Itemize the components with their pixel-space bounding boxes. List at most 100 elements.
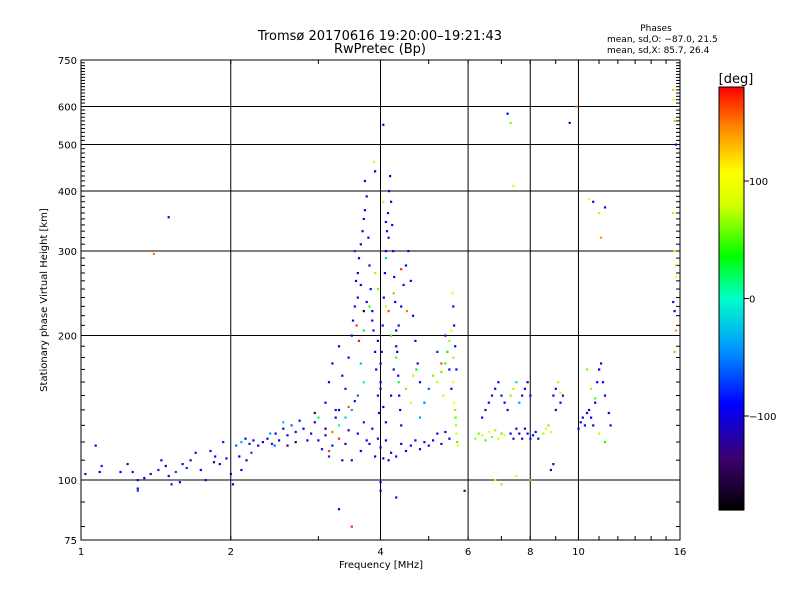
data-point [225,457,228,460]
colorbar-band [719,286,744,291]
data-point [371,319,374,322]
data-point [547,424,550,427]
y-tick-label: 75 [64,536,77,547]
colorbar-band [719,114,744,118]
data-point [596,381,599,384]
x-tick-label: 4 [377,547,383,558]
data-point [521,437,524,440]
data-point [286,444,289,447]
data-point [497,437,500,440]
colorbar-band [719,174,744,179]
data-point [363,179,366,183]
data-point [412,314,415,317]
data-point [609,424,612,427]
data-point [361,230,364,233]
data-point [603,206,607,209]
data-point [274,432,277,435]
y-tick-label: 500 [58,141,77,152]
colorbar-band [719,117,744,121]
x-tick-label: 16 [674,547,687,558]
data-point [423,401,426,404]
colorbar-band [719,431,744,436]
colorbar-band [719,268,744,272]
colorbar-band [719,129,744,133]
colorbar-band [719,159,744,164]
data-point [673,350,676,353]
data-point [397,324,400,327]
colorbar-band [719,256,744,260]
data-point [521,394,524,397]
colorbar-band [719,482,744,487]
data-point [598,212,601,215]
y-tick-label: 750 [58,56,77,67]
data-point [512,437,515,440]
data-point [100,464,103,468]
colorbar-band [719,500,744,505]
data-point [387,310,390,313]
data-point [359,283,362,287]
colorbar-band [719,232,744,236]
data-point [337,437,341,440]
data-point [395,329,398,332]
data-point [484,408,487,412]
colorbar-band [719,401,744,405]
data-point [261,441,264,444]
data-point [455,368,458,371]
data-point [209,449,212,453]
y-tick-label: 300 [58,247,77,258]
data-point [673,250,676,253]
data-point [552,394,555,397]
colorbar-band [719,277,744,281]
colorbar-label: [deg] [719,72,754,87]
colorbar-band [719,328,744,333]
data-point [440,370,443,374]
data-point [509,432,512,435]
plot-frame [80,59,681,541]
data-point [398,394,401,397]
data-point [529,437,532,440]
data-point [324,427,327,430]
data-point [531,434,535,437]
colorbar-band [719,289,744,294]
data-point [374,170,377,173]
colorbar-band [719,280,744,284]
colorbar-band [719,355,744,360]
data-point [212,461,216,464]
data-point [585,368,589,371]
data-point [515,427,518,430]
data-point [672,300,675,304]
colorbar-band [719,150,744,155]
y-tick-labels: 75 100 200 300 400 500 600 750 [58,56,77,547]
data-point [350,459,353,462]
data-point [393,275,396,279]
colorbar-band [719,219,744,224]
data-point [395,345,398,348]
data-point [494,387,497,390]
data-point [320,448,324,451]
data-point [404,264,408,267]
data-point [391,223,394,227]
data-point [590,416,593,419]
data-point [359,449,362,453]
data-point [440,362,443,365]
data-point [448,339,451,342]
data-point [363,209,366,212]
colorbar-band [719,189,744,194]
data-point [450,387,453,390]
data-point [347,429,350,432]
data-point [181,463,184,466]
colorbar-band [719,295,744,300]
data-point [143,477,146,480]
data-point [384,220,387,224]
colorbar-band [719,147,744,152]
data-point [484,439,487,442]
data-point [379,489,382,492]
colorbar-band [719,346,744,351]
data-point [354,279,358,282]
colorbar-band [719,105,744,109]
data-point [353,305,356,308]
colorbar-band [719,488,744,493]
data-point [368,442,371,445]
data-point [374,455,377,458]
